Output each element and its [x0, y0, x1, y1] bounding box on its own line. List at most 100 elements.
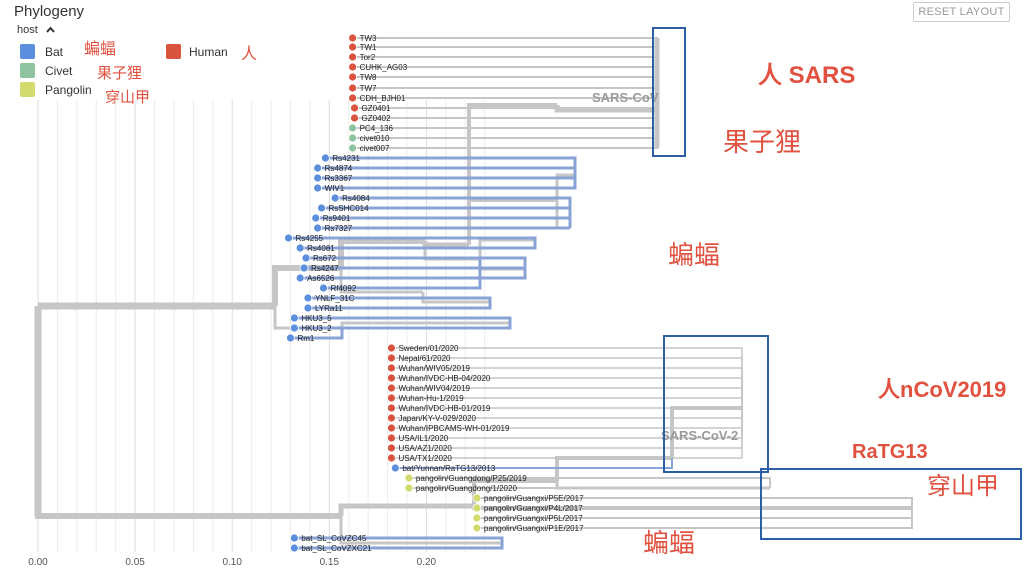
legend-header[interactable]: host — [17, 24, 55, 36]
tree-branch — [476, 508, 913, 529]
annotation-bat-mid: 蝙蝠 — [668, 241, 721, 271]
annotation-civet: 果子狸 — [723, 128, 802, 158]
tip-marker — [348, 143, 358, 153]
legend-swatch-bat[interactable] — [20, 44, 35, 59]
tree-branch — [555, 481, 770, 490]
tip-marker — [289, 313, 299, 323]
tree-branch — [338, 503, 474, 516]
tip-label: bat/Yunnan/RaTG13/2013 — [402, 464, 496, 473]
tree-branch — [317, 166, 577, 175]
tip-marker — [321, 153, 330, 163]
tip-marker — [348, 52, 358, 62]
tip-label: civet007 — [360, 144, 390, 153]
tree-branch — [323, 259, 482, 290]
tip-marker — [472, 513, 482, 523]
tip-marker — [286, 333, 295, 343]
tip-label: USA/TX1/2020 — [398, 454, 452, 463]
tip-label: TW7 — [360, 84, 377, 93]
tip-marker — [387, 413, 396, 423]
tip-marker — [303, 293, 313, 303]
legend-label-human: Human — [189, 45, 228, 59]
tip-marker — [404, 473, 414, 483]
tip-label: pangolin/Guangdong/1/2020 — [416, 484, 518, 493]
tip-marker — [350, 113, 359, 123]
tip-label: Rs7327 — [325, 224, 353, 233]
tip-marker — [311, 213, 321, 223]
tip-label: Rs4255 — [296, 234, 324, 243]
tree-branch — [338, 238, 425, 268]
tip-marker — [472, 493, 482, 503]
x-tick-label: 0.05 — [125, 557, 145, 568]
tip-marker — [313, 183, 323, 193]
tip-marker — [350, 103, 359, 113]
tip-label: Wuhan/IVDC-HB-01/2019 — [398, 404, 490, 413]
highlight-box — [760, 468, 1022, 540]
tip-marker — [387, 423, 396, 433]
tip-label: GZ0402 — [362, 114, 391, 123]
legend-swatch-civet[interactable] — [20, 63, 35, 78]
x-tick-label: 0.15 — [320, 557, 340, 568]
tip-marker — [289, 543, 299, 553]
tip-marker — [348, 93, 358, 103]
tip-label: Wuhan/WIV05/2019 — [398, 364, 470, 373]
tree-branch — [391, 408, 743, 459]
tip-marker — [330, 193, 340, 203]
legend-swatch-human[interactable] — [166, 44, 181, 59]
tree-branch — [339, 516, 502, 545]
clade-label: SARS-CoV-2 — [661, 428, 738, 443]
tree-branch — [317, 175, 577, 180]
annotation-sars: 人 SARS — [758, 62, 856, 89]
tip-label: Wuhan/IPBCAMS-WH-01/2019 — [398, 424, 510, 433]
tree-branch — [335, 196, 572, 228]
tip-marker — [289, 323, 299, 333]
panel-title: Phylogeny — [14, 3, 85, 20]
x-tick-label: 0.00 — [28, 557, 48, 568]
tree-branch — [476, 497, 913, 508]
x-tick-label: 0.10 — [222, 557, 242, 568]
tip-label: civet010 — [360, 134, 390, 143]
tip-label: Japan/KY-V-029/2020 — [398, 414, 476, 423]
legend-swatch-pangolin[interactable] — [20, 82, 35, 97]
tree-branch — [555, 200, 570, 230]
x-tick-label: 0.20 — [417, 557, 437, 568]
tip-label: TW8 — [360, 73, 377, 82]
tip-label: As6526 — [307, 274, 335, 283]
highlight-box — [663, 335, 769, 473]
annotation-bat-bottom: 蝙蝠 — [643, 529, 696, 559]
tip-label: HKU3_5 — [301, 314, 332, 323]
tip-label: bat_SL_CoVZC45 — [301, 534, 366, 543]
legend-label-civet: Civet — [45, 64, 73, 78]
tip-marker — [295, 243, 305, 253]
tree-branch — [391, 397, 743, 408]
tip-marker — [301, 253, 311, 263]
tip-marker — [348, 42, 358, 52]
tip-label: Rs4247 — [311, 264, 339, 273]
tip-label: CDH_BJH01 — [360, 94, 406, 103]
tree-branch — [408, 477, 771, 488]
tip-label: Rs4081 — [307, 244, 335, 253]
tree-branch — [35, 306, 341, 519]
tip-label: WIV1 — [325, 184, 345, 193]
tree-branch — [294, 536, 504, 543]
reset-layout-button[interactable]: RESET LAYOUT — [913, 2, 1010, 22]
tip-marker — [348, 123, 358, 133]
tree-branch — [467, 103, 557, 245]
highlight-box — [652, 27, 686, 157]
legend-annotation-bat: 蝙蝠 — [84, 39, 117, 58]
tree-branch — [340, 321, 510, 328]
tip-label: LYRa11 — [315, 304, 343, 313]
tip-label: TW1 — [360, 43, 377, 52]
tree-branch — [395, 458, 673, 469]
tree-branch — [478, 238, 535, 259]
tree-branch — [352, 110, 658, 139]
tip-label: Rs4084 — [342, 194, 370, 203]
tip-label: Rs9401 — [323, 214, 351, 223]
legend-annotation-pangolin: 穿山甲 — [105, 88, 151, 106]
tip-label: Rf4092 — [330, 284, 356, 293]
tip-label: HKU3_2 — [301, 324, 332, 333]
tree-branch — [307, 302, 492, 310]
tip-label: TW3 — [360, 34, 377, 43]
tip-marker — [295, 273, 305, 283]
tip-label: PC4_136 — [360, 124, 394, 133]
